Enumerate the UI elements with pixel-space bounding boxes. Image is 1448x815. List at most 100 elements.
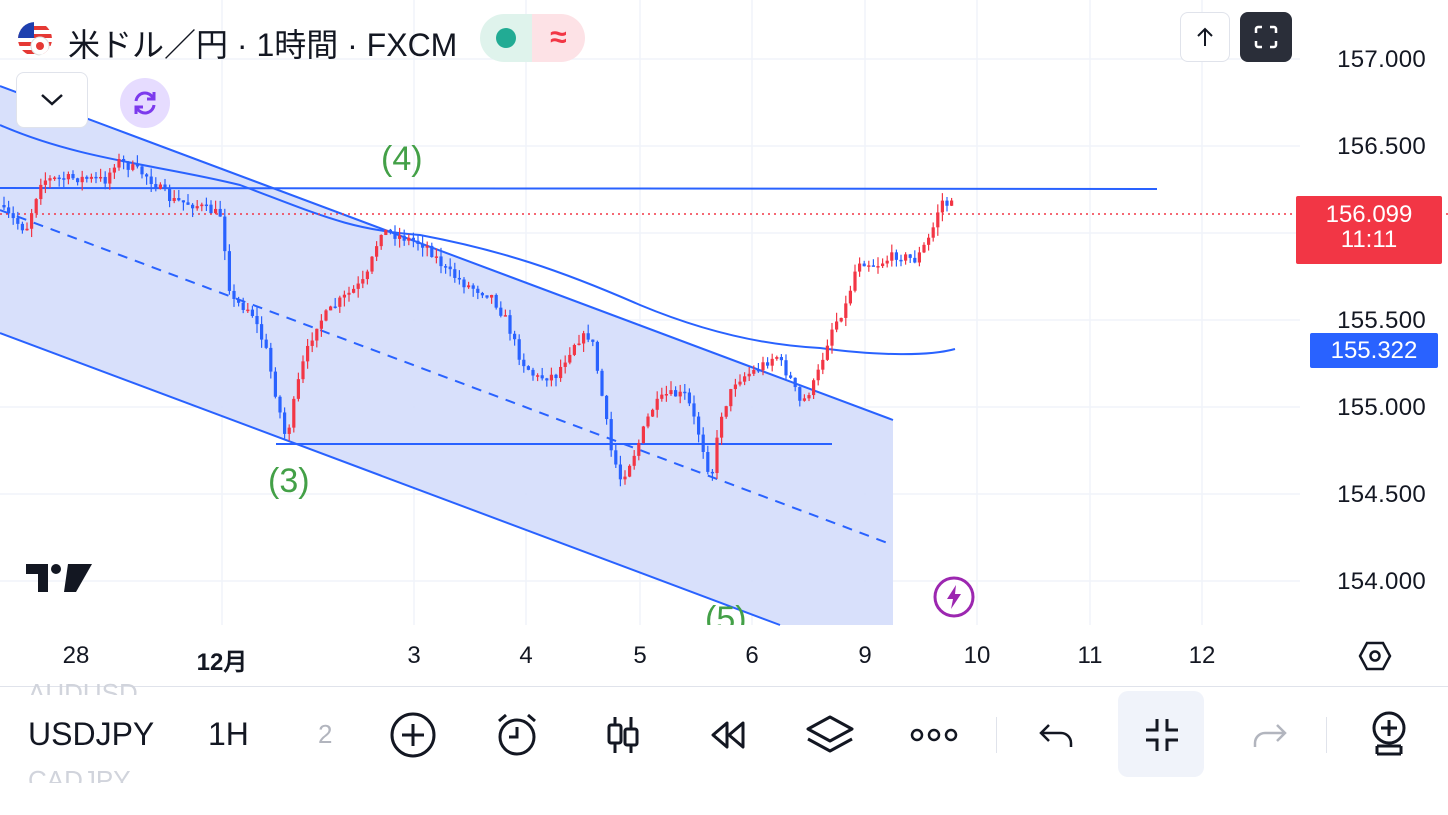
candle-body <box>361 279 365 284</box>
candle-body <box>894 252 898 260</box>
candle-body <box>586 333 590 340</box>
candle-body <box>140 166 144 175</box>
candle-body <box>595 341 599 371</box>
price-label: 154.000 <box>1337 568 1426 595</box>
candle-body <box>678 391 682 397</box>
refresh-button[interactable] <box>120 78 170 128</box>
candle-body <box>255 315 259 325</box>
candle-body <box>853 271 857 291</box>
candle-body <box>536 375 540 377</box>
candle-body <box>582 333 586 344</box>
redo-icon <box>1253 723 1287 747</box>
interval-selector[interactable]: 1H <box>208 716 249 752</box>
candle-body <box>30 213 34 229</box>
chart-type-button[interactable] <box>598 687 648 782</box>
candle-body <box>756 369 760 372</box>
resistance-line[interactable] <box>0 187 1158 190</box>
candle-body <box>163 184 167 190</box>
channel-upper-line[interactable] <box>0 85 894 421</box>
candle-body <box>117 159 121 168</box>
candle-body <box>154 184 158 189</box>
candle-body <box>103 176 107 184</box>
indicators-button[interactable] <box>1364 687 1414 782</box>
candle-body <box>324 310 328 321</box>
moving-average-line[interactable] <box>0 124 956 356</box>
alert-button[interactable] <box>492 687 542 782</box>
candle-body <box>816 369 820 381</box>
candle-body <box>462 279 466 288</box>
more-button[interactable] <box>908 687 960 782</box>
candle-body <box>48 178 52 181</box>
interval-scroll-hint[interactable]: 2 <box>318 719 333 749</box>
candle-body <box>342 294 346 298</box>
candle-body <box>112 167 116 173</box>
candle-body <box>807 395 811 399</box>
candle-body <box>11 213 15 219</box>
candle-body <box>223 216 227 252</box>
candle-body <box>375 246 379 257</box>
candle-body <box>922 244 926 253</box>
time-label: 4 <box>519 642 533 669</box>
candle-body <box>766 362 770 366</box>
candle-body <box>365 271 369 280</box>
channel-lower-line[interactable] <box>0 332 781 626</box>
candle-body <box>890 252 894 261</box>
ma-price-badge: 155.322 <box>1310 333 1438 368</box>
layers-button[interactable] <box>803 687 857 782</box>
candle-body <box>177 198 181 201</box>
candle-body <box>448 266 452 270</box>
symbol-selector[interactable]: USDJPY <box>28 716 155 752</box>
candle-body <box>209 204 213 214</box>
candle-body <box>402 235 406 241</box>
candle-body <box>614 450 618 465</box>
scroll-up-button[interactable] <box>1180 12 1230 62</box>
redo-button[interactable] <box>1244 687 1294 782</box>
candle-body <box>204 204 208 207</box>
legend-collapse-button[interactable] <box>16 72 88 128</box>
undo-button[interactable] <box>1032 687 1082 782</box>
candle-body <box>660 394 664 399</box>
indicator-icon: ≈ <box>532 14 585 62</box>
channel-median-line[interactable] <box>0 209 894 546</box>
ticker-scroll-prev[interactable]: AUDUSD <box>28 678 138 695</box>
candle-body <box>490 294 494 298</box>
candle-body <box>301 361 305 380</box>
candle-body <box>522 359 526 367</box>
candle-body <box>628 465 632 477</box>
price-chart[interactable] <box>0 0 1448 680</box>
price-label: 155.500 <box>1337 307 1426 334</box>
candle-body <box>158 184 162 189</box>
bar-countdown: 11:11 <box>1340 226 1398 253</box>
flash-icon[interactable] <box>932 575 976 619</box>
candle-body <box>646 416 650 427</box>
fullscreen-button[interactable] <box>1240 12 1292 62</box>
more-icon <box>910 728 958 741</box>
candle-body <box>908 254 912 258</box>
candle-body <box>531 369 535 376</box>
candle-body <box>618 464 622 480</box>
candle-body <box>839 317 843 322</box>
symbol-title[interactable]: 米ドル／円 · 1時間 · FXCM <box>68 27 458 63</box>
candle-body <box>126 162 130 170</box>
candle-body <box>471 285 475 289</box>
candle-body <box>577 343 581 345</box>
collapse-button[interactable] <box>1138 687 1186 782</box>
candle-body <box>623 476 627 480</box>
replay-button[interactable] <box>702 687 752 782</box>
ticker-scroll-next[interactable]: CADJPY <box>28 765 131 783</box>
candle-body <box>296 379 300 399</box>
market-status-pill[interactable]: ≈ <box>480 14 585 62</box>
candle-body <box>181 200 185 203</box>
bottom-toolbar: AUDUSD USDJPY CADJPY 1H 2 <box>0 678 1448 783</box>
add-button[interactable] <box>388 687 438 782</box>
tradingview-logo[interactable] <box>24 560 94 596</box>
candle-body <box>724 406 728 417</box>
chart-settings-icon[interactable] <box>1357 638 1393 674</box>
time-label: 6 <box>745 642 759 669</box>
candle-body <box>333 306 337 308</box>
candle-body <box>931 227 935 238</box>
candle-body <box>80 176 84 183</box>
time-label: 10 <box>963 642 991 669</box>
price-label: 157.000 <box>1337 46 1426 73</box>
candle-body <box>227 251 231 291</box>
